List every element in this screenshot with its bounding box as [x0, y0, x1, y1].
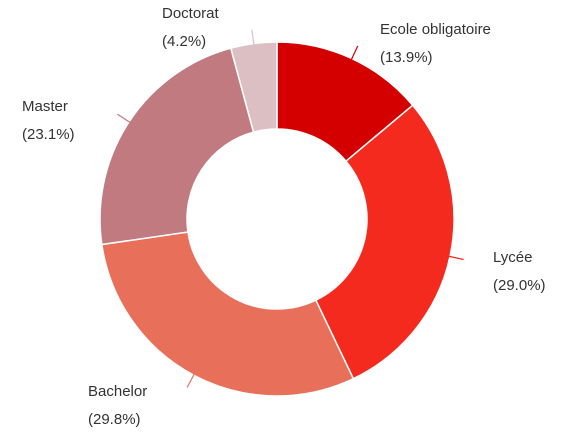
- leader-line: [117, 113, 135, 126]
- slice-label: Ecole obligatoire: [380, 21, 491, 38]
- donut-slice: [314, 104, 455, 380]
- leader-line: [186, 369, 198, 388]
- donut-slice: [99, 47, 255, 246]
- leader-line: [443, 254, 464, 261]
- donut-slice: [100, 231, 355, 397]
- slice-value-label: (23.1%): [22, 126, 75, 143]
- slice-value-label: (13.9%): [380, 49, 433, 66]
- leader-line: [348, 45, 359, 65]
- slice-label: Lycée: [493, 249, 532, 266]
- slice-value-label: (4.2%): [162, 33, 206, 50]
- slice-value-label: (29.0%): [493, 277, 546, 294]
- slice-label: Doctorat: [162, 5, 220, 22]
- slice-label: Bachelor: [88, 383, 147, 400]
- slice-label: Master: [22, 98, 68, 115]
- donut-slice: [229, 41, 278, 134]
- slice-value-label: (29.8%): [88, 411, 141, 428]
- leader-line: [251, 29, 256, 50]
